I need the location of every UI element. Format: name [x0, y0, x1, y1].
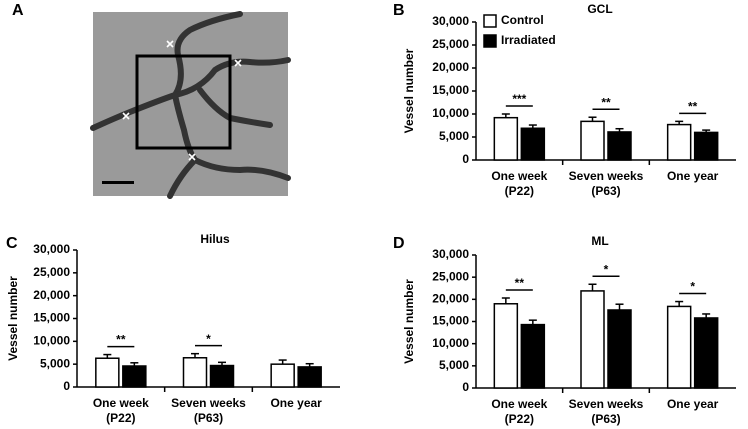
x-tick-sublabel: (P63) [591, 412, 620, 426]
significance-label: ** [515, 276, 525, 290]
bar [209, 364, 235, 388]
legend-swatch [483, 14, 497, 28]
bar [607, 131, 632, 161]
bar [122, 365, 147, 388]
bar [297, 366, 322, 388]
x-tick-label: One year [270, 396, 322, 410]
significance-label: ** [601, 95, 611, 109]
bar [520, 323, 546, 389]
y-tick-label: 5,000 [439, 129, 469, 143]
y-tick-label: 15,000 [33, 311, 70, 325]
x-tick-label: Seven weeks [569, 397, 644, 411]
y-tick-label: 20,000 [432, 292, 469, 306]
x-tick-sublabel: (P22) [106, 411, 135, 425]
micrograph [90, 11, 291, 199]
x-tick-label: One week [491, 169, 547, 183]
y-tick-label: 0 [462, 152, 469, 166]
y-tick-label: 20,000 [33, 288, 70, 302]
y-tick-label: 0 [462, 380, 469, 394]
y-axis-label: Vessel number [402, 48, 416, 133]
bar [693, 317, 719, 389]
y-axis-label: Vessel number [6, 276, 20, 361]
legend-label: Control [501, 13, 544, 27]
x-tick-sublabel: (P22) [505, 184, 534, 198]
bar [693, 131, 719, 161]
legend-label: Irradiated [501, 33, 556, 47]
bar [95, 357, 120, 388]
bar [580, 120, 605, 161]
y-tick-label: 15,000 [432, 83, 469, 97]
y-tick-label: 30,000 [432, 247, 469, 261]
y-tick-label: 25,000 [33, 265, 70, 279]
chart-title: GCL [587, 2, 612, 16]
bar [493, 303, 519, 389]
bar [270, 363, 295, 388]
x-tick-sublabel: (P22) [505, 412, 534, 426]
significance-label: * [604, 262, 609, 276]
y-axis-label: Vessel number [402, 279, 416, 364]
significance-label: *** [512, 92, 526, 106]
panel-label: D [393, 235, 405, 252]
y-tick-label: 15,000 [432, 314, 469, 328]
y-tick-label: 10,000 [432, 336, 469, 350]
panel-label: C [6, 235, 18, 252]
y-tick-label: 25,000 [432, 269, 469, 283]
x-tick-label: Seven weeks [171, 396, 246, 410]
y-tick-label: 20,000 [432, 60, 469, 74]
bar [580, 290, 605, 389]
bar [182, 357, 208, 388]
chart-title: Hilus [200, 232, 230, 246]
x-tick-sublabel: (P63) [591, 184, 620, 198]
y-tick-label: 10,000 [33, 334, 70, 348]
y-tick-label: 30,000 [432, 14, 469, 28]
significance-label: * [206, 332, 211, 346]
x-tick-label: One week [93, 396, 149, 410]
x-tick-label: One year [667, 169, 719, 183]
x-tick-label: One year [667, 397, 719, 411]
y-tick-label: 30,000 [33, 242, 70, 256]
bar [493, 116, 519, 161]
y-tick-label: 5,000 [439, 358, 469, 372]
chart-title: ML [591, 234, 608, 248]
bar [666, 305, 692, 389]
significance-label: * [690, 280, 695, 294]
y-tick-label: 10,000 [432, 106, 469, 120]
panel-label: B [393, 2, 405, 19]
y-tick-label: 5,000 [40, 356, 70, 370]
bar [520, 127, 546, 161]
significance-label: ** [116, 333, 126, 347]
x-tick-sublabel: (P63) [194, 411, 223, 425]
bar [607, 309, 632, 389]
panel-label: A [12, 2, 24, 19]
significance-label: ** [688, 100, 698, 114]
y-tick-label: 25,000 [432, 37, 469, 51]
y-tick-label: 0 [63, 379, 70, 393]
bar [666, 123, 692, 161]
x-tick-label: One week [491, 397, 547, 411]
legend-swatch [483, 34, 497, 48]
x-tick-label: Seven weeks [569, 169, 644, 183]
